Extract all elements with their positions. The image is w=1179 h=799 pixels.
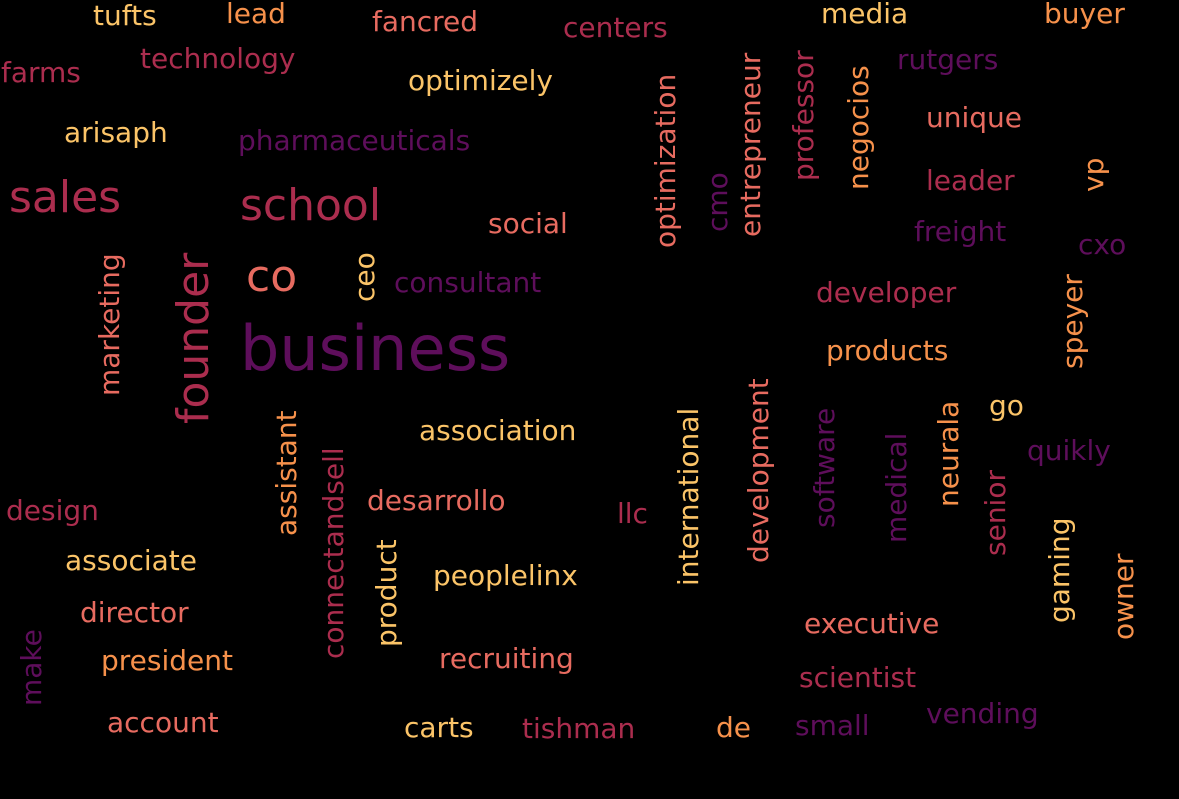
word-negocios: negocios	[842, 65, 875, 190]
word-recruiting: recruiting	[439, 642, 574, 675]
word-farms: farms	[1, 56, 81, 89]
word-lead: lead	[226, 0, 286, 30]
word-freight: freight	[914, 215, 1007, 248]
word-media: media	[821, 0, 909, 30]
word-president: president	[101, 644, 233, 677]
word-carts: carts	[404, 711, 474, 744]
word-rutgers: rutgers	[897, 43, 999, 76]
word-assistant: assistant	[270, 410, 303, 536]
word-owner: owner	[1107, 553, 1140, 640]
word-sales: sales	[9, 172, 122, 223]
word-desarrollo: desarrollo	[367, 484, 506, 517]
word-products: products	[826, 334, 949, 367]
word-technology: technology	[140, 42, 296, 75]
word-social: social	[488, 207, 568, 240]
word-consultant: consultant	[394, 266, 542, 299]
word-speyer: speyer	[1056, 274, 1089, 369]
word-professor: professor	[787, 50, 820, 181]
word-llc: llc	[617, 497, 648, 530]
word-neurala: neurala	[932, 400, 965, 507]
word-senior: senior	[979, 470, 1012, 556]
word-cmo: cmo	[701, 172, 734, 232]
word-director: director	[80, 596, 189, 629]
word-optimization: optimization	[649, 73, 682, 248]
word-vp: vp	[1077, 157, 1110, 192]
word-leader: leader	[926, 164, 1015, 197]
word-optimizely: optimizely	[408, 64, 553, 97]
word-business: business	[240, 312, 511, 385]
word-ceo: ceo	[348, 252, 381, 302]
word-go: go	[989, 389, 1024, 422]
word-quikly: quikly	[1027, 434, 1111, 467]
word-developer: developer	[816, 276, 957, 309]
word-co: co	[246, 251, 298, 302]
word-founder: founder	[168, 252, 219, 424]
word-development: development	[742, 378, 775, 563]
word-make: make	[15, 629, 48, 706]
word-executive: executive	[804, 607, 940, 640]
word-software: software	[808, 407, 841, 528]
word-association: association	[419, 414, 577, 447]
word-tufts: tufts	[93, 0, 157, 32]
word-tishman: tishman	[522, 712, 636, 745]
word-arisaph: arisaph	[64, 116, 168, 149]
word-cxo: cxo	[1078, 228, 1127, 261]
word-de: de	[716, 711, 751, 744]
word-connectandsell: connectandsell	[317, 447, 350, 659]
word-entrepreneur: entrepreneur	[734, 52, 767, 237]
word-design: design	[6, 494, 99, 527]
word-gaming: gaming	[1043, 517, 1076, 623]
word-pharmaceuticals: pharmaceuticals	[238, 124, 471, 157]
word-peoplelinx: peoplelinx	[433, 559, 578, 592]
word-associate: associate	[65, 544, 198, 577]
word-vending: vending	[926, 697, 1039, 730]
word-buyer: buyer	[1044, 0, 1125, 30]
word-scientist: scientist	[799, 661, 917, 694]
word-international: international	[672, 407, 705, 586]
word-product: product	[370, 539, 403, 647]
word-unique: unique	[926, 101, 1023, 134]
word-school: school	[240, 180, 382, 231]
word-centers: centers	[563, 11, 668, 44]
word-marketing: marketing	[93, 253, 126, 396]
word-account: account	[107, 706, 219, 739]
word-medical: medical	[880, 432, 913, 543]
word-fancred: fancred	[372, 5, 479, 38]
word-small: small	[795, 709, 870, 742]
